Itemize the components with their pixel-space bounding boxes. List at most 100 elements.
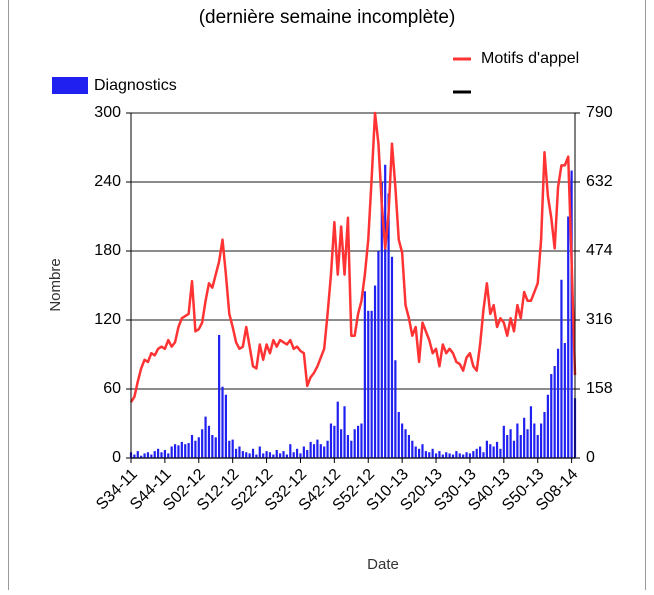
bar [255, 454, 258, 458]
bar [417, 448, 421, 458]
bar [170, 446, 173, 458]
y2-tick-label: 474 [586, 242, 613, 259]
bar [550, 374, 553, 458]
bar [187, 443, 190, 458]
bar [360, 423, 363, 458]
bar [136, 451, 139, 458]
bar [458, 453, 461, 458]
bar [397, 412, 400, 458]
bar [414, 446, 417, 458]
bar [428, 452, 431, 458]
bar [336, 401, 339, 458]
bar [560, 279, 563, 458]
bar [160, 452, 163, 458]
bar [567, 216, 570, 458]
bar [167, 453, 170, 458]
bar [526, 429, 529, 458]
bar [234, 448, 238, 458]
bar [543, 412, 546, 458]
bar [353, 429, 356, 458]
bar [387, 193, 390, 458]
bar [346, 435, 350, 458]
bar [207, 425, 211, 458]
bar [509, 429, 512, 458]
bar [329, 423, 333, 458]
bar [133, 454, 136, 458]
bar [285, 454, 289, 458]
bar [275, 449, 278, 458]
bar [563, 343, 566, 458]
bar [201, 429, 204, 458]
bar [411, 440, 414, 458]
bar [214, 437, 217, 458]
bar [533, 423, 536, 458]
bar [482, 452, 485, 458]
bar [478, 446, 482, 458]
chart-title: (dernière semaine incomplète) [199, 7, 456, 28]
bar [143, 453, 146, 458]
bar [323, 446, 326, 458]
bar [231, 439, 234, 458]
y-axis-label: Nombre [47, 258, 64, 311]
y2-tick-label: 158 [586, 380, 613, 397]
bar [407, 435, 411, 458]
bar [272, 454, 275, 458]
y-tick-label: 60 [103, 380, 121, 397]
bar [218, 334, 221, 458]
bar [316, 439, 319, 458]
y-tick-label: 120 [94, 311, 121, 328]
bar [180, 441, 183, 458]
bar [380, 182, 383, 458]
bar [350, 440, 353, 458]
bar [326, 440, 329, 458]
bar [465, 452, 468, 458]
y2-tick-label: 0 [586, 449, 595, 466]
y-tick-label: 180 [94, 242, 121, 259]
bar [519, 435, 522, 458]
bar [472, 451, 475, 458]
y-tick-label: 240 [94, 173, 121, 190]
bar [258, 446, 261, 458]
bar [221, 386, 224, 458]
bar [546, 394, 549, 458]
bar [489, 444, 492, 458]
bar [485, 440, 488, 458]
y2-tick-label: 316 [586, 311, 613, 328]
bar [279, 453, 282, 458]
bar [343, 406, 346, 458]
bar [455, 451, 458, 458]
bar [282, 451, 285, 458]
y2-tick-label: 632 [586, 173, 613, 190]
bar [262, 453, 265, 458]
bar [499, 448, 502, 458]
bar [204, 416, 207, 458]
bar [140, 455, 143, 458]
bar [367, 310, 370, 458]
bar [146, 452, 150, 458]
bar [553, 366, 556, 458]
bar [441, 454, 444, 458]
bar [438, 451, 441, 458]
bar [373, 285, 377, 458]
bar [333, 425, 336, 458]
bar [468, 453, 472, 458]
bar [529, 406, 533, 458]
bar [265, 451, 268, 458]
bar [340, 429, 343, 458]
bar [384, 164, 387, 458]
bar [434, 453, 438, 458]
bar [421, 444, 424, 458]
bar [173, 444, 177, 458]
bar [224, 394, 228, 458]
bar [495, 441, 499, 458]
bar [248, 453, 251, 458]
bar [404, 429, 407, 458]
legend-swatch [52, 77, 88, 94]
bar [370, 310, 373, 458]
bar [153, 451, 156, 458]
line [129, 111, 577, 403]
bar [492, 446, 495, 458]
bar [306, 449, 309, 458]
bar [390, 256, 394, 458]
bar [241, 451, 244, 458]
